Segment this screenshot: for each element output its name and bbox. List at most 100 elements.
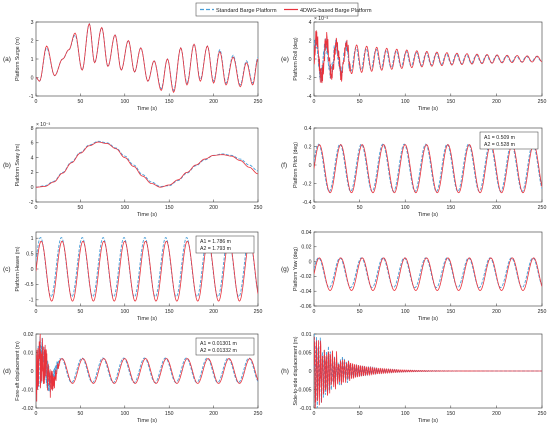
y-tick-label: 0.04 [301,230,311,236]
annotation-text: A1 = 1.786 m [200,239,231,245]
y-tick-label: 0.02 [301,245,311,251]
x-tick-label: 100 [120,309,129,315]
series-line-4dwg [36,141,258,188]
y-tick-label: 0.4 [304,126,311,132]
x-tick-label: 0 [35,99,38,105]
y-tick-label: 0 [309,259,312,265]
y-tick-label: 4 [31,155,34,161]
series-line-4dwg [314,336,542,408]
y-tick-label: 2 [31,38,34,44]
y-exponent: × 10⁻³ [36,122,51,128]
legend-label-4dwg: 4DWG-based Barge Platform [300,8,372,14]
y-axis-label: Fore-aft displacement (m) [15,341,21,401]
annotation-text: A2 = 0.01332 m [200,348,237,354]
x-tick-label: 0 [35,411,38,417]
y-tick-label: 0 [31,369,34,375]
y-axis-label: Platform Sway (m) [15,143,21,186]
x-axis-label: Time (s) [137,418,157,424]
y-tick-label: -0.06 [300,304,312,310]
x-axis-label: Time (s) [137,316,157,322]
y-axis-label: Side-to-side displacement (m) [293,336,299,405]
series-line-4dwg [314,257,542,291]
y-tick-label: 0 [31,185,34,191]
panel-h: 0 50 100 150 200 250 -0.01 -0.005 0 0.005 0.01 Time… [281,332,546,424]
y-axis-label: Platform Heave (m) [15,246,21,291]
x-tick-label: 100 [401,205,410,211]
annotation-text: A1 = 0.01301 m [200,341,237,347]
panel-label: (a) [3,56,11,63]
panel-label: (c) [3,266,11,273]
y-tick-label: 0 [31,267,34,273]
x-tick-label: 150 [446,99,455,105]
y-tick-label: -2 [307,75,312,81]
y-tick-label: 3 [31,20,34,26]
annotation-box [195,337,255,356]
x-tick-label: 200 [209,309,218,315]
y-tick-label: -0.01 [22,387,34,393]
y-tick-label: 2 [309,38,312,44]
y-tick-label: 1 [31,236,34,242]
y-tick-label: 0.01 [23,350,33,356]
series-line-4dwg [36,334,258,402]
legend-box [195,2,359,17]
y-tick-label: -0.005 [297,387,312,393]
y-tick-label: -2 [29,200,34,206]
x-tick-label: 50 [357,309,363,315]
x-tick-label: 250 [254,99,263,105]
x-tick-label: 50 [78,205,84,211]
x-tick-label: 50 [357,205,363,211]
panel-d: 0 50 100 150 200 250 -0.02 -0.01 0 0.01 0.02 Time (… [3,332,262,424]
x-tick-label: 0 [35,309,38,315]
panel-label: (h) [281,368,289,375]
y-tick-label: 0.2 [304,144,311,150]
annotation-text: A1 = 0.509 m [484,135,515,141]
x-tick-label: 250 [254,205,263,211]
x-tick-label: 50 [78,99,84,105]
series-line-4dwg [314,144,542,194]
y-tick-label: 0.5 [26,251,33,257]
axes-box [35,21,259,97]
x-tick-label: 150 [446,411,455,417]
x-tick-label: 0 [313,411,316,417]
x-tick-label: 250 [538,309,547,315]
y-tick-label: -0.4 [303,200,312,206]
y-tick-label: -0.01 [300,406,312,412]
x-tick-label: 200 [492,205,501,211]
axes-box [313,231,543,307]
series-line-4dwg [36,240,258,302]
x-axis-label: Time (s) [418,212,438,218]
panel-label: (e) [281,56,289,63]
x-tick-label: 100 [401,411,410,417]
x-tick-label: 250 [538,99,547,105]
legend-label-standard: Standard Barge Platform [216,8,277,14]
x-axis-label: Time (s) [418,106,438,112]
x-tick-label: 50 [357,411,363,417]
y-tick-label: -0.5 [25,282,34,288]
series-line-4dwg [314,30,542,84]
y-axis-label: Platform Surge (m) [15,37,21,81]
x-tick-label: 100 [120,205,129,211]
y-tick-label: -1 [29,298,34,304]
x-tick-label: 150 [165,411,174,417]
y-tick-label: 0 [31,75,34,81]
y-exponent: × 10⁻³ [314,16,329,22]
x-tick-label: 50 [78,411,84,417]
panel-label: (g) [281,266,289,273]
x-tick-label: 250 [254,411,263,417]
y-tick-label: 6 [31,141,34,147]
y-tick-label: 0.01 [301,332,311,338]
x-tick-label: 0 [313,99,316,105]
x-axis-label: Time (s) [137,212,157,218]
x-tick-label: 50 [357,99,363,105]
series-line-standard [314,143,542,192]
series-line-standard [314,257,542,288]
x-tick-label: 0 [313,309,316,315]
y-tick-label: 8 [31,126,34,132]
panel-f: 0 50 100 150 200 250 -0.4 -0.2 0 0.2 0.4 Time (s) Pl… [281,126,546,218]
axes-box [35,127,259,203]
panel-label: (d) [3,368,11,375]
